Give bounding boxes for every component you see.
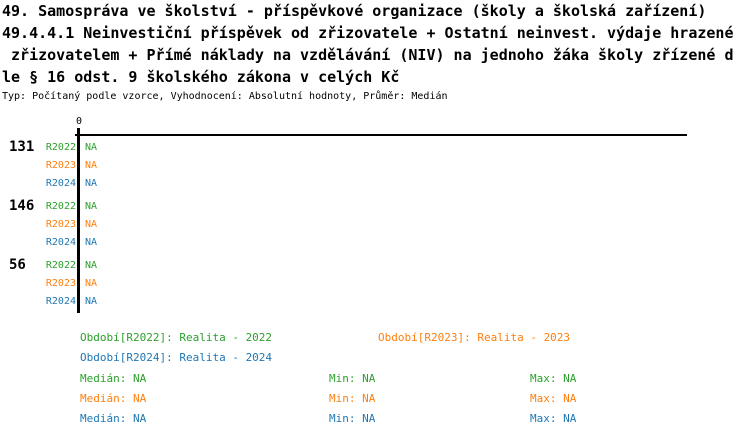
legend-max-r2023: Max: NA	[530, 392, 577, 405]
category-label: 146	[9, 198, 35, 214]
series-value: NA	[85, 219, 98, 230]
legend-min-r2022: Min: NA	[329, 372, 376, 385]
series-tick-label: R2023	[45, 219, 76, 230]
series-value: NA	[85, 160, 98, 171]
series-tick-label: R2023	[45, 160, 76, 171]
legend-max-r2022: Max: NA	[530, 372, 577, 385]
series-value: NA	[85, 178, 98, 189]
report-title-line-4: le § 16 odst. 9 školského zákona v celýc…	[2, 68, 400, 86]
value-axis-zero-tick-label: 0	[75, 116, 83, 127]
series-tick-label: R2024	[45, 296, 76, 307]
legend-min-r2023: Min: NA	[329, 392, 376, 405]
series-value: NA	[85, 201, 98, 212]
legend-median-r2024: Medián: NA	[80, 412, 147, 425]
series-tick-label: R2023	[45, 278, 76, 289]
series-tick-label: R2022	[45, 142, 76, 153]
series-tick-label: R2024	[45, 237, 76, 248]
series-value: NA	[85, 296, 98, 307]
legend-median-r2023: Medián: NA	[80, 392, 147, 405]
legend-min-r2024: Min: NA	[329, 412, 376, 425]
y-axis-line	[77, 128, 80, 313]
legend-period-r2023: Období[R2023]: Realita - 2023	[378, 331, 571, 344]
legend-median-r2022: Medián: NA	[80, 372, 147, 385]
series-value: NA	[85, 237, 98, 248]
series-value: NA	[85, 142, 98, 153]
series-value: NA	[85, 278, 98, 289]
series-value: NA	[85, 260, 98, 271]
category-label: 131	[9, 139, 35, 155]
x-axis-line	[75, 134, 687, 136]
series-tick-label: R2024	[45, 178, 76, 189]
report-title-line-1: 49. Samospráva ve školství - příspěvkové…	[2, 2, 707, 20]
legend-max-r2024: Max: NA	[530, 412, 577, 425]
series-tick-label: R2022	[45, 201, 76, 212]
category-label: 56	[9, 257, 26, 273]
report-meta-line: Typ: Počítaný podle vzorce, Vyhodnocení:…	[2, 91, 448, 102]
legend-period-r2022: Období[R2022]: Realita - 2022	[80, 331, 273, 344]
report-title-line-3: zřizovatelem + Přímé náklady na vzdělává…	[2, 46, 734, 64]
legend-period-r2024: Období[R2024]: Realita - 2024	[80, 351, 273, 364]
series-tick-label: R2022	[45, 260, 76, 271]
report-title-line-2: 49.4.4.1 Neinvestiční příspěvek od zřizo…	[2, 24, 734, 42]
